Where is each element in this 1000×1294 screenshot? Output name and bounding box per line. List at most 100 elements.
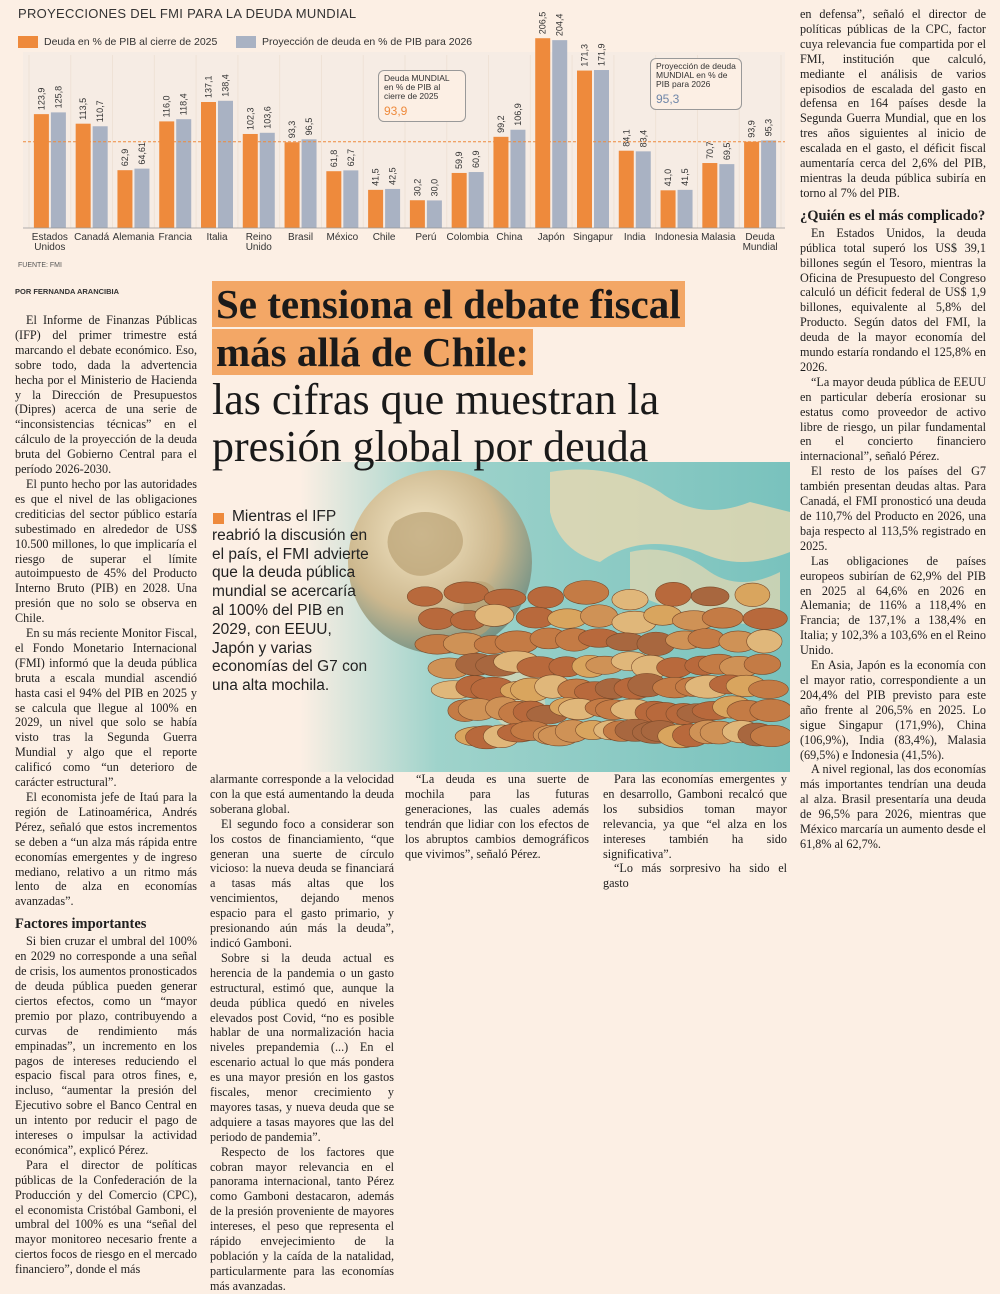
bar bbox=[702, 163, 718, 228]
value-label: 60,9 bbox=[471, 150, 481, 168]
value-label: 171,3 bbox=[580, 44, 590, 67]
annotation-text: Deuda MUNDIAL en % de PIB al cierre de 2… bbox=[384, 73, 450, 101]
paragraph: “La mayor deuda pública de EEUU en parti… bbox=[800, 374, 986, 464]
bar bbox=[577, 70, 592, 229]
paragraph: En Estados Unidos, la deuda pública tota… bbox=[800, 225, 986, 374]
paragraph: Las obligaciones de países europeos subi… bbox=[800, 553, 986, 658]
bar bbox=[326, 171, 342, 228]
bar bbox=[660, 190, 676, 228]
paragraph: En su más reciente Monitor Fiscal, el Fo… bbox=[15, 626, 197, 790]
paragraph: El Informe de Finanzas Públicas (IFP) de… bbox=[15, 313, 197, 477]
bar bbox=[618, 150, 634, 228]
bar bbox=[761, 140, 777, 228]
paragraph: Respecto de los factores que cobran mayo… bbox=[210, 1144, 394, 1293]
bar bbox=[552, 40, 568, 228]
bar bbox=[535, 38, 551, 228]
paragraph: El economista jefe de Itaú para la regió… bbox=[15, 790, 197, 909]
chart-title: PROYECCIONES DEL FMI PARA LA DEUDA MUNDI… bbox=[18, 6, 357, 21]
value-label: 96,5 bbox=[304, 118, 314, 136]
legend-item: Deuda en % de PIB al cierre de 2025 bbox=[18, 36, 217, 48]
value-label: 123,9 bbox=[36, 88, 46, 111]
paragraph: El segundo foco a considerar son los cos… bbox=[210, 816, 394, 950]
value-label: 95,3 bbox=[764, 119, 774, 137]
value-label: 137,1 bbox=[204, 75, 214, 98]
coin bbox=[748, 679, 789, 699]
value-label: 42,5 bbox=[388, 167, 398, 185]
x-tick-label: Italia bbox=[206, 232, 228, 243]
x-tick-label: México bbox=[326, 232, 359, 243]
bar bbox=[343, 170, 359, 228]
coin bbox=[687, 628, 725, 649]
bar bbox=[33, 114, 49, 228]
legend-label: Deuda en % de PIB al cierre de 2025 bbox=[44, 36, 218, 48]
annotation-text: Proyección de deuda MUNDIAL en % de PIB … bbox=[656, 61, 736, 89]
value-label: 61,8 bbox=[329, 150, 339, 168]
legend-swatch bbox=[18, 36, 38, 48]
bar bbox=[510, 129, 526, 228]
x-tick-label: Malasia bbox=[701, 232, 736, 243]
legend-label: Proyección de deuda en % de PIB para 202… bbox=[262, 36, 473, 48]
bar bbox=[75, 123, 91, 228]
bar bbox=[284, 142, 300, 228]
bar bbox=[468, 172, 484, 228]
bar bbox=[159, 121, 175, 228]
bar bbox=[677, 189, 693, 228]
bar bbox=[301, 139, 317, 228]
subhead: ¿Quién es el más complicado? bbox=[800, 207, 986, 224]
coin bbox=[734, 582, 771, 607]
chart-source: FUENTE: FMI bbox=[18, 262, 62, 269]
bar bbox=[117, 170, 133, 228]
value-label: 106,9 bbox=[513, 103, 523, 126]
value-label: 138,4 bbox=[221, 74, 231, 97]
bar bbox=[426, 200, 442, 228]
bar bbox=[259, 132, 275, 228]
bar bbox=[201, 101, 216, 228]
value-label: 41,5 bbox=[371, 168, 381, 186]
value-label: 171,9 bbox=[597, 43, 607, 66]
paragraph: Sobre si la deuda actual es herencia de … bbox=[210, 950, 394, 1144]
value-label: 206,5 bbox=[538, 12, 548, 35]
value-label: 41,5 bbox=[680, 168, 690, 186]
coin bbox=[750, 724, 790, 748]
value-label: 93,9 bbox=[747, 120, 757, 138]
coin bbox=[690, 586, 730, 607]
paragraph: Si bien cruzar el umbral del 100% en 202… bbox=[15, 934, 197, 1157]
legend-item: Proyección de deuda en % de PIB para 202… bbox=[236, 36, 472, 48]
coin bbox=[418, 607, 456, 630]
bar bbox=[134, 168, 150, 228]
column: Para las economías emergentes y en desar… bbox=[603, 772, 787, 891]
x-tick-label: India bbox=[623, 232, 646, 243]
x-tick-label: Estados Unidos bbox=[31, 232, 68, 253]
x-tick-label: Perú bbox=[415, 232, 437, 243]
bar bbox=[635, 151, 651, 228]
headline-light: las cifras que muestran la presión globa… bbox=[212, 375, 660, 471]
coin bbox=[563, 580, 610, 605]
coin bbox=[443, 581, 489, 604]
bar bbox=[176, 119, 192, 228]
x-tick-label: China bbox=[496, 232, 523, 243]
coin bbox=[474, 604, 515, 627]
coin bbox=[527, 586, 564, 609]
value-label: 83,4 bbox=[638, 130, 648, 148]
paragraph: alarmante corresponde a la velocidad con… bbox=[210, 772, 394, 816]
headline-bold-text: Se tensiona el debate fiscal más allá de… bbox=[212, 281, 685, 375]
x-tick-label: Chile bbox=[372, 232, 396, 243]
x-tick-label: Alemania bbox=[112, 232, 155, 243]
coin bbox=[611, 589, 649, 611]
column: El Informe de Finanzas Públicas (IFP) de… bbox=[15, 313, 197, 1277]
annotation: Proyección de deuda MUNDIAL en % de PIB … bbox=[650, 58, 742, 110]
coin bbox=[743, 653, 782, 675]
bar bbox=[368, 189, 384, 228]
column: en defensa”, señaló el director de polít… bbox=[800, 7, 986, 852]
quote-marker bbox=[213, 513, 224, 524]
bar bbox=[218, 100, 233, 228]
x-tick-label: Deuda Mundial bbox=[742, 232, 778, 253]
coin bbox=[655, 581, 692, 607]
bar bbox=[92, 126, 108, 228]
paragraph: El resto de los países del G7 también pr… bbox=[800, 464, 986, 553]
value-label: 204,4 bbox=[555, 14, 565, 37]
x-tick-label: Brasil bbox=[288, 232, 314, 243]
value-label: 84,1 bbox=[621, 129, 631, 147]
bar bbox=[50, 112, 66, 228]
